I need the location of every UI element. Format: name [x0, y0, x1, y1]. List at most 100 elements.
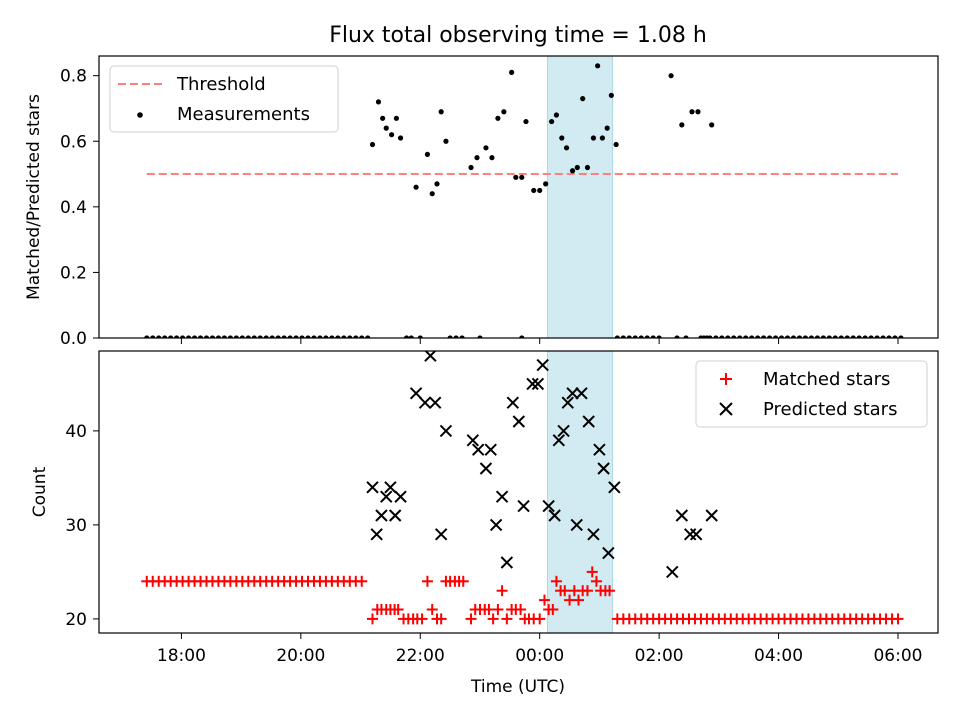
matched-star-point	[604, 585, 616, 597]
measurement-point	[281, 335, 287, 338]
measurement-point	[323, 335, 329, 338]
predicted-star-point	[552, 434, 566, 447]
measurement-point	[393, 115, 399, 121]
predicted-star-point	[666, 565, 679, 579]
measurement-point	[468, 164, 474, 171]
measurement-point	[380, 115, 386, 121]
measurement-point	[275, 335, 281, 338]
bottom-legend: Matched stars Predicted stars	[695, 360, 928, 428]
predicted-star-point	[418, 396, 432, 409]
matched-star-point	[426, 604, 438, 615]
predicted-star-point	[370, 528, 383, 541]
predicted-star-point	[500, 556, 514, 569]
measurement-point	[203, 335, 210, 338]
measurement-point	[856, 335, 862, 338]
measurement-point	[613, 141, 619, 148]
predicted-star-point	[531, 377, 545, 391]
predicted-star-point	[506, 396, 520, 409]
matched-legend-swatch	[720, 373, 732, 385]
measurement-point	[417, 335, 423, 338]
predicted-star-point	[608, 481, 621, 494]
predicted-star-point	[428, 396, 442, 409]
measurement-point	[413, 184, 419, 190]
measurement-point	[239, 335, 245, 338]
predicted-star-point	[575, 387, 588, 400]
predicted-legend-swatch	[719, 402, 733, 416]
measurement-point	[668, 73, 674, 79]
measurement-point	[590, 135, 597, 141]
matched-star-point	[457, 575, 469, 587]
measurement-point	[626, 335, 632, 338]
measurement-point	[519, 335, 525, 338]
measurement-point	[375, 99, 382, 105]
measurement-point	[383, 125, 389, 131]
matched-star-point	[534, 613, 546, 625]
measurement-point	[620, 335, 626, 338]
measurement-point	[701, 335, 707, 338]
measurement-point	[892, 335, 898, 338]
predicted-star-point	[582, 415, 595, 428]
measurement-point	[874, 335, 880, 338]
observing-window-top	[546, 55, 614, 339]
measurement-point	[144, 335, 150, 338]
measurement-point	[584, 164, 591, 171]
measurement-point	[778, 335, 785, 338]
measurement-point	[257, 335, 263, 338]
measurement-point	[329, 335, 335, 338]
measurement-point	[162, 335, 168, 338]
measurement-point	[185, 335, 192, 338]
measurement-point	[509, 69, 515, 75]
measurement-point	[359, 335, 365, 338]
measurement-point	[689, 109, 695, 115]
top-y-tick-label: 0.6	[60, 132, 87, 152]
measurement-point	[191, 335, 198, 338]
predicted-star-point	[587, 528, 600, 541]
measurement-point	[761, 335, 767, 338]
measurement-point	[174, 335, 180, 338]
measurement-point	[365, 335, 371, 338]
matched-star-point	[356, 575, 368, 587]
matched-star-point	[392, 604, 404, 615]
measurement-point	[749, 335, 755, 338]
measurement-point	[850, 335, 856, 338]
top-y-tick-label: 0.0	[60, 329, 87, 349]
top-legend: Threshold Measurements	[109, 65, 339, 133]
measurement-point	[543, 181, 549, 187]
predicted-star-point	[439, 424, 453, 438]
measurement-point	[802, 335, 809, 338]
matched-star-point	[573, 594, 585, 606]
measurement-point	[317, 335, 323, 338]
predicted-star-point	[597, 462, 610, 475]
matched-star-point	[487, 613, 499, 625]
measurement-point	[559, 135, 565, 141]
matched-star-point	[496, 585, 508, 597]
top-y-tick-label: 0.2	[60, 263, 87, 283]
measurement-point	[868, 335, 874, 338]
predicted-star-point	[542, 499, 555, 513]
x-tick-label: 18:00	[157, 646, 206, 666]
predicted-star-point	[479, 462, 493, 475]
measurement-point	[580, 96, 586, 102]
measurement-point	[347, 335, 353, 338]
measurement-point	[604, 125, 610, 131]
measurement-point	[826, 335, 832, 338]
predicted-legend-label: Predicted stars	[763, 399, 897, 420]
matched-star-point	[559, 585, 571, 597]
predicted-star-point	[683, 528, 697, 541]
measurement-point	[523, 118, 529, 125]
matched-star-point	[465, 613, 477, 625]
measurement-point	[595, 63, 601, 69]
x-tick-label: 04:00	[754, 646, 803, 666]
x-axis-label: Time (UTC)	[470, 677, 565, 697]
measurement-point	[808, 335, 815, 338]
threshold-legend-label: Threshold	[176, 74, 266, 95]
measurement-point	[299, 335, 305, 338]
measurement-point	[408, 335, 414, 338]
matched-star-point	[366, 613, 378, 625]
matched-star-point	[581, 585, 593, 597]
measurement-point	[767, 335, 773, 338]
matched-star-point	[892, 613, 904, 625]
measurement-point	[403, 335, 410, 338]
predicted-star-point	[566, 387, 579, 400]
measurement-point	[221, 335, 228, 338]
